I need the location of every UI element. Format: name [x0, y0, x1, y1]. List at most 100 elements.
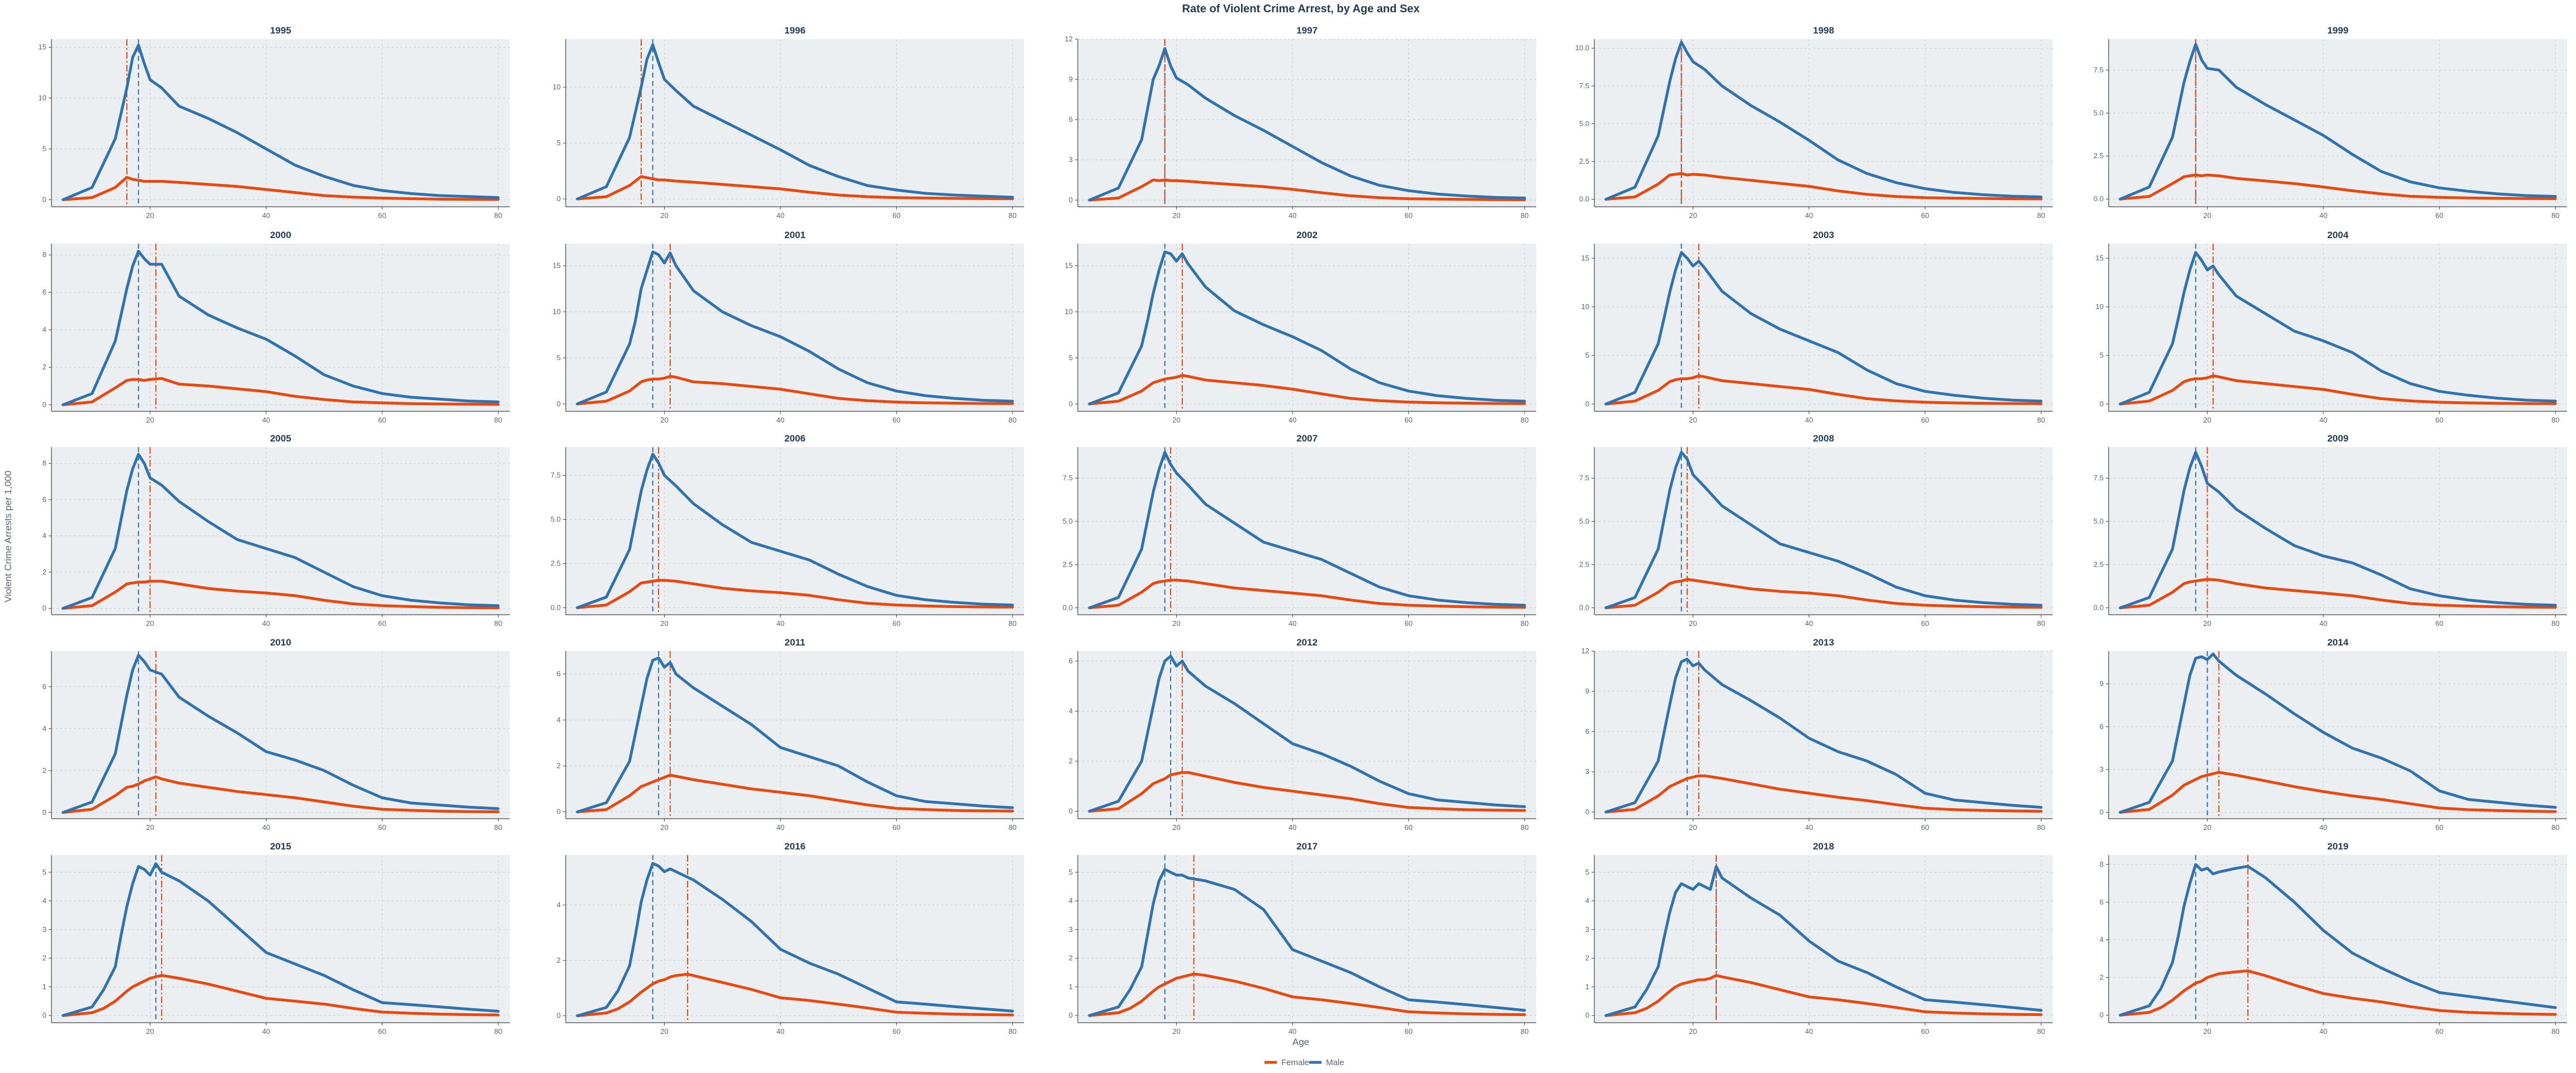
y-tick-label: 10	[553, 83, 561, 91]
y-tick-label: 2.5	[2094, 151, 2104, 160]
y-tick-label: 1	[42, 982, 46, 991]
x-tick-label: 60	[378, 1027, 386, 1036]
facet-title: 1995	[270, 25, 291, 36]
male-series-line	[576, 656, 1014, 814]
y-tick-label: 5.0	[1579, 517, 1589, 525]
y-tick-label: 0	[557, 1012, 561, 1020]
y-tick-label: 0	[2100, 808, 2104, 816]
x-tick-label: 20	[660, 416, 668, 424]
y-tick-label: 15	[1581, 254, 1589, 262]
x-tick-label: 60	[1921, 619, 1929, 628]
x-tick-label: 60	[892, 1027, 900, 1036]
facet-panel-2001: 2001 20 40 60 80 0 5 10 15	[553, 230, 1024, 424]
y-tick-label: 0	[42, 604, 46, 613]
x-tick-label: 20	[660, 211, 668, 220]
y-tick-label: 10.0	[1575, 44, 1589, 52]
x-tick-label: 80	[494, 619, 502, 628]
y-tick-label: 0.0	[1579, 604, 1589, 612]
panel-background	[1594, 651, 2053, 819]
panel-background	[1078, 39, 1536, 207]
female-series-line	[576, 578, 1014, 609]
male-series-line	[1604, 657, 2043, 814]
facet-panel-2002: 2002 20 40 60 80 0 5 10 15	[1065, 230, 1536, 424]
x-tick-label: 80	[2551, 416, 2559, 424]
female-series-line	[2119, 374, 2557, 406]
y-tick-label: 6	[42, 495, 46, 504]
y-tick-label: 2	[1585, 954, 1589, 962]
panel-background	[51, 244, 510, 411]
x-tick-label: 40	[262, 211, 270, 220]
y-tick-label: 12	[1065, 35, 1073, 43]
x-tick-label: 40	[1805, 416, 1813, 424]
male-series-line	[61, 862, 500, 1017]
female-series-line	[576, 175, 1014, 201]
x-tick-label: 60	[1921, 1027, 1929, 1036]
x-tick-label: 40	[776, 619, 784, 628]
male-series-line	[61, 654, 500, 814]
x-tick-label: 80	[2037, 1027, 2045, 1036]
y-tick-label: 6	[42, 288, 46, 296]
female-series-line	[1088, 578, 1526, 610]
x-tick-label: 80	[494, 1027, 502, 1036]
female-series-line	[61, 377, 500, 406]
facet-panel-2009: 2009 20 40 60 80 0.0 2.5 5.0 7.5	[2094, 433, 2567, 628]
facet-title: 2008	[1813, 433, 1834, 444]
x-tick-label: 20	[1172, 416, 1180, 424]
x-tick-label: 80	[494, 211, 502, 220]
y-tick-label: 6	[1069, 657, 1073, 665]
male-series-line	[2119, 42, 2557, 201]
y-tick-label: 3	[2100, 765, 2104, 773]
y-tick-label: 15	[1065, 262, 1073, 270]
x-tick-label: 60	[892, 823, 900, 832]
facet-panel-1996: 1996 20 40 60 80 0 5 10	[553, 25, 1024, 220]
male-series-line	[2119, 251, 2557, 406]
male-series-line	[1604, 251, 2043, 406]
x-tick-label: 80	[2551, 211, 2559, 220]
x-tick-label: 40	[1289, 823, 1296, 832]
y-tick-label: 15	[39, 43, 46, 51]
y-tick-label: 4	[42, 724, 46, 733]
x-tick-label: 40	[262, 823, 270, 832]
legend-label: Male	[1326, 1058, 1344, 1067]
x-tick-label: 80	[1521, 211, 1528, 220]
x-tick-label: 20	[660, 1027, 668, 1036]
y-tick-label: 9	[1069, 75, 1073, 83]
facet-panel-1995: 1995 20 40 60 80 0 5 10 15	[39, 25, 510, 220]
x-tick-label: 80	[2551, 1027, 2559, 1036]
x-tick-label: 20	[146, 619, 154, 628]
y-tick-label: 4	[42, 531, 46, 540]
x-tick-label: 60	[1921, 211, 1929, 220]
x-tick-label: 20	[1172, 823, 1180, 832]
y-tick-label: 5	[1585, 868, 1589, 876]
male-series-line	[61, 453, 500, 610]
y-tick-label: 6	[1069, 115, 1073, 124]
x-tick-label: 20	[2203, 416, 2211, 424]
y-tick-label: 4	[1585, 896, 1589, 905]
facet-title: 2013	[1813, 637, 1834, 648]
x-tick-label: 20	[2203, 1027, 2211, 1036]
x-tick-label: 40	[1289, 619, 1296, 628]
x-tick-label: 20	[660, 619, 668, 628]
x-tick-label: 80	[2551, 823, 2559, 832]
facet-panel-2019: 2019 20 40 60 80 0 2 4 6 8	[2100, 841, 2567, 1036]
x-tick-label: 40	[2319, 416, 2327, 424]
facet-title: 2007	[1296, 433, 1318, 444]
x-tick-label: 40	[776, 1027, 784, 1036]
panel-background	[566, 39, 1024, 207]
x-tick-label: 80	[2037, 823, 2045, 832]
y-tick-label: 0	[1069, 807, 1073, 815]
x-tick-label: 40	[1805, 823, 1813, 832]
y-tick-label: 0	[2100, 400, 2104, 408]
y-tick-label: 0	[1585, 1011, 1589, 1019]
facet-panel-2012: 2012 20 40 60 80 0 2 4 6	[1069, 637, 1536, 832]
facet-panel-2015: 2015 20 40 60 80 0 1 2 3 4 5	[42, 841, 510, 1036]
male-series-line	[2119, 652, 2557, 814]
x-tick-label: 60	[1921, 823, 1929, 832]
facet-title: 2003	[1813, 230, 1834, 240]
facet-title: 1998	[1813, 25, 1834, 36]
facet-panel-2005: 2005 20 40 60 80 0 2 4 6 8	[42, 433, 510, 628]
y-tick-label: 0	[1069, 400, 1073, 408]
y-tick-label: 5	[1069, 868, 1073, 876]
male-series-line	[2119, 863, 2557, 1017]
